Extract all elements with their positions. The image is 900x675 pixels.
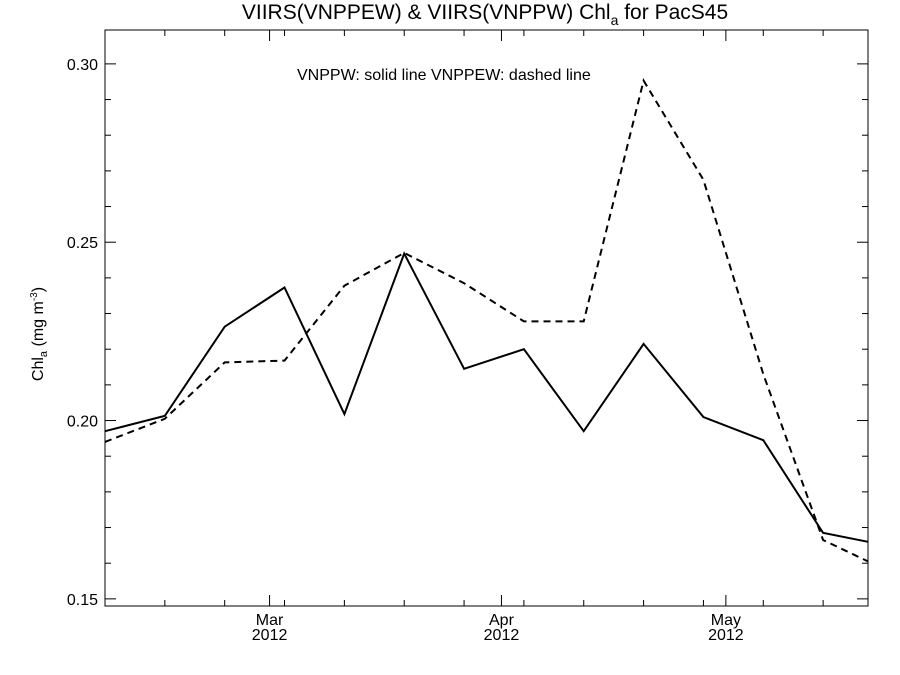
y-tick-label: 0.15	[67, 592, 98, 609]
title-suffix: for PacS45	[618, 1, 728, 24]
plot-frame	[104, 29, 869, 607]
line-style-annotation: VNPPW: solid line VNPPEW: dashed line	[297, 67, 591, 84]
title-subscript: a	[611, 12, 619, 28]
y-tick-label: 0.30	[67, 57, 98, 74]
series-line-vnppew	[104, 78, 869, 563]
x-tick-label-year: 2012	[484, 627, 520, 644]
x-tick-label-month: Apr	[489, 612, 515, 629]
y-tick-label: 0.20	[67, 414, 98, 431]
x-tick-label-month: Mar	[256, 612, 284, 629]
y-tick-label: 0.25	[67, 235, 98, 252]
series-group	[104, 78, 869, 563]
ylabel-units: (mg m	[30, 301, 47, 351]
chart-title: VIIRS(VNPPEW) & VIIRS(VNPPW) Chla for Pa…	[242, 1, 728, 28]
y-axis-label: Chla (mg m-3)	[29, 287, 50, 381]
ylabel-superscript: -3	[29, 292, 40, 301]
x-tick-label-year: 2012	[708, 627, 744, 644]
ylabel-close: )	[30, 287, 47, 292]
series-line-vnppw	[104, 251, 869, 543]
x-tick-label-month: May	[711, 612, 741, 629]
title-text: VIIRS(VNPPEW) & VIIRS(VNPPW) Chl	[242, 1, 611, 24]
x-tick-label-year: 2012	[252, 627, 288, 644]
ylabel-text: Chl	[30, 357, 47, 381]
ylabel-subscript: a	[38, 350, 50, 357]
